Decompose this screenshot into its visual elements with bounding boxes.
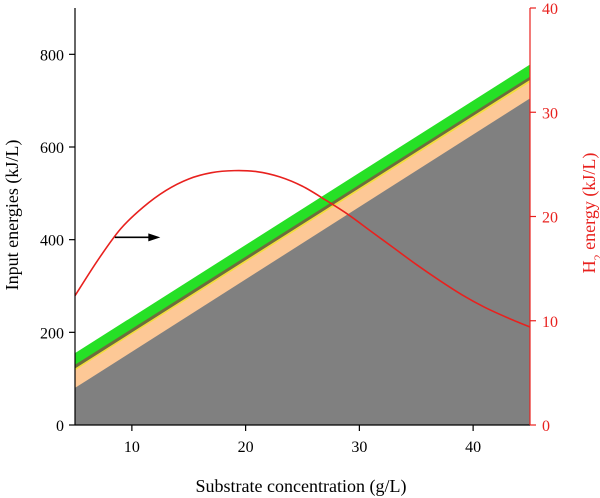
y-tick-label: 600 [40,140,64,157]
y2-tick-label: 30 [542,105,558,122]
y2-axis-title-subscript: 2 [591,254,600,260]
annotation [114,233,161,242]
y-tick-label: 800 [40,47,64,64]
x-axis-title: Substrate concentration (g/L) [196,476,407,497]
y-tick-label: 0 [56,418,64,435]
y2-tick-label: 10 [542,314,558,331]
y2-axis-title-main: H [579,260,599,273]
y2-tick-label: 40 [542,1,558,18]
h2-series [74,169,531,328]
y2-axis-title-rest: energy (kJ/L) [579,153,600,255]
x-tick-label: 20 [238,439,254,456]
y-tick-label: 400 [40,233,64,250]
stacked-areas [75,64,530,426]
x-tick-label: 40 [465,439,481,456]
axes [69,7,536,431]
y-tick-label: 200 [40,325,64,342]
y2-axis-title: H2 energy (kJ/L) [579,153,600,274]
y2-tick-label: 0 [542,418,550,435]
arrow-head [148,233,161,242]
area-layer-1 [75,98,530,425]
y2-tick-label: 20 [542,210,558,227]
x-tick-label: 10 [124,439,140,456]
x-tick-label: 30 [351,439,367,456]
h2-energy-line [74,169,531,328]
y-axis-title: Input energies (kJ/L) [2,140,23,291]
